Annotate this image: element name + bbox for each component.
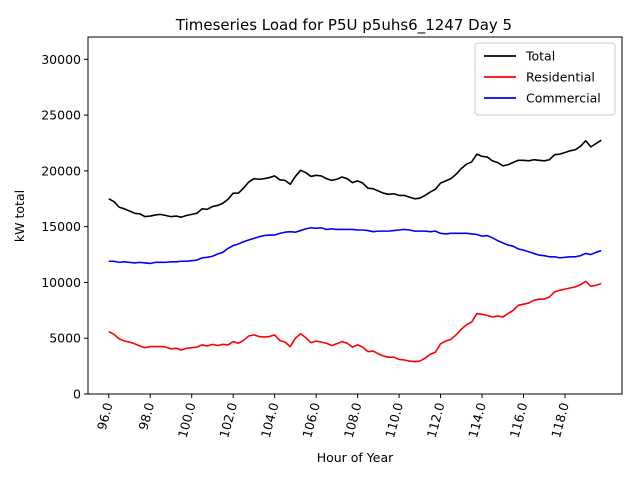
y-tick-label: 5000	[49, 331, 81, 346]
y-tick-label: 0	[73, 387, 81, 402]
chart-title: Timeseries Load for P5U p5uhs6_1247 Day …	[175, 16, 512, 35]
x-tick-label: 100.0	[175, 401, 199, 439]
series-line-commercial	[108, 226, 602, 265]
y-tick-label: 15000	[41, 219, 81, 234]
x-tick-label: 114.0	[465, 401, 489, 439]
legend-label-commercial: Commercial	[526, 91, 601, 106]
plot-area	[87, 36, 623, 395]
legend-label-residential: Residential	[526, 70, 595, 85]
x-tick-label: 98.0	[135, 401, 157, 432]
x-tick-label: 104.0	[258, 401, 282, 439]
x-axis-ticks: 96.0 98.0 100.0 102.0 104.0 106.0 108.0 110.0 11…	[94, 394, 572, 439]
y-tick-label: 20000	[41, 163, 81, 178]
series-line-total	[108, 139, 602, 218]
series-line-residential	[108, 280, 602, 363]
x-tick-label: 110.0	[382, 401, 406, 439]
x-tick-label: 106.0	[299, 401, 323, 439]
x-tick-label: 112.0	[424, 401, 448, 439]
plot-frame	[87, 36, 623, 395]
x-tick-label: 118.0	[548, 401, 572, 439]
x-tick-label: 96.0	[94, 401, 116, 432]
y-tick-label: 30000	[41, 52, 81, 67]
x-axis-label: Hour of Year	[317, 450, 394, 465]
x-tick-label: 102.0	[216, 401, 240, 439]
y-axis-label: kW total	[12, 190, 27, 242]
legend: Total Residential Commercial	[474, 42, 616, 116]
legend-box	[474, 42, 616, 116]
legend-label-total: Total	[525, 49, 555, 64]
x-tick-label: 116.0	[507, 401, 531, 439]
y-axis-ticks: 0 5000 10000 15000 20000 25000 30000	[41, 52, 88, 402]
y-tick-label: 25000	[41, 108, 81, 123]
series-layer	[108, 139, 602, 363]
y-tick-label: 10000	[41, 275, 81, 290]
x-tick-label: 108.0	[341, 401, 365, 439]
